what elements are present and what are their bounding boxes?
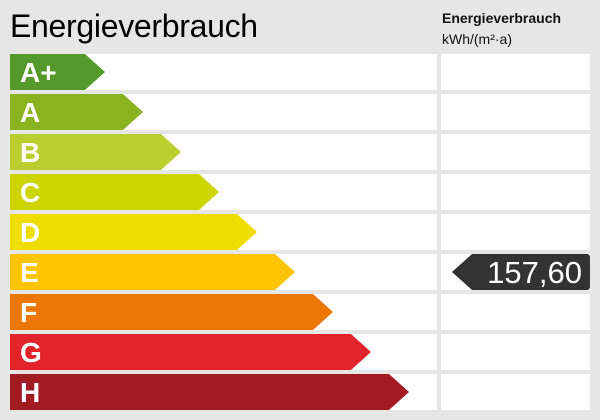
energy-class-label: G	[20, 337, 42, 368]
value-cell	[441, 374, 590, 410]
value-cell	[441, 294, 590, 330]
column-header: Energieverbrauch kWh/(m²·a)	[442, 8, 561, 50]
value-cell	[441, 134, 590, 170]
energy-class-bar: A	[10, 94, 143, 130]
value-cell	[441, 174, 590, 210]
energy-class-label: F	[20, 297, 38, 328]
energy-class-label: A+	[20, 57, 57, 88]
energy-class-bar: F	[10, 294, 333, 330]
value-cell	[441, 94, 590, 130]
value-cell	[441, 214, 590, 250]
value-marker: 157,60	[452, 254, 590, 290]
energy-class-label: A	[20, 97, 41, 128]
value-text: 157,60	[487, 255, 582, 290]
energy-class-label: E	[20, 257, 39, 288]
energy-class-label: D	[20, 217, 41, 248]
column-header-unit: kWh/(m²·a)	[442, 31, 512, 47]
energy-class-bar: H	[10, 374, 409, 410]
column-header-title: Energieverbrauch	[442, 10, 562, 26]
energy-class-bar: A+	[10, 54, 105, 90]
energy-class-label: H	[20, 377, 41, 408]
value-cell	[441, 334, 590, 370]
energy-class-bar: C	[10, 174, 219, 210]
energy-class-label: B	[20, 137, 41, 168]
energy-class-bar: B	[10, 134, 181, 170]
value-cell	[441, 54, 590, 90]
energy-class-bar: D	[10, 214, 257, 250]
page-title: Energieverbrauch	[10, 8, 258, 44]
energy-class-bar: E	[10, 254, 295, 290]
energy-class-bar: G	[10, 334, 371, 370]
energy-class-label: C	[20, 177, 41, 208]
